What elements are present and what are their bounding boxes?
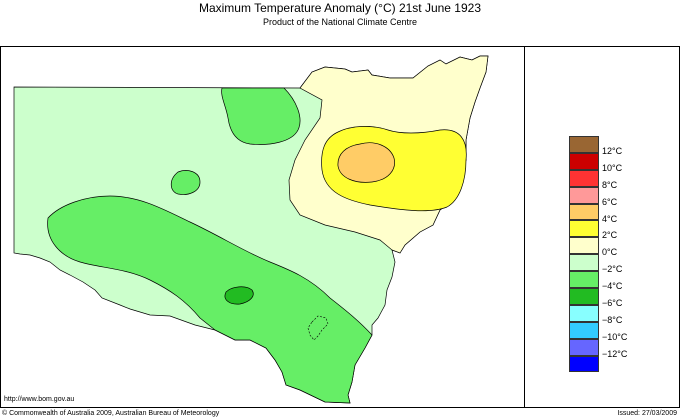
legend-label: 12°C [602,146,623,156]
legend-label: 8°C [602,179,618,190]
legend-swatch [569,321,599,339]
map-subtitle: Product of the National Climate Centre [262,17,418,27]
legend-row: 2°C [569,220,669,241]
anomaly-zone-minus4-minus6 [224,286,254,305]
legend-swatch [569,220,599,238]
legend-swatch [569,271,599,289]
anomaly-zone-minus2-minus4-south [47,195,373,404]
legend-swatch [569,254,599,272]
legend-swatch [569,355,599,373]
legend-swatch [569,237,599,255]
legend-row: −2°C [569,254,669,275]
legend-swatch [569,304,599,322]
issued-date: Issued: 27/03/2009 [617,410,677,417]
legend-row: 4°C [569,203,669,224]
source-url[interactable]: http://www.bom.gov.au [4,396,75,403]
legend-divider [524,46,525,407]
legend-row: 6°C [569,186,669,207]
legend-label: −10°C [602,331,628,342]
legend-swatch [569,186,599,204]
legend-row: −8°C [569,304,669,325]
legend-row: 12°C [569,136,669,156]
anomaly-zone-minus2-minus4-blob [170,170,201,195]
legend-label: 10°C [602,162,623,173]
legend-label: −4°C [602,281,623,292]
legend-label: −12°C [602,348,628,359]
legend-swatch [569,136,599,153]
act-border-outline [307,315,329,341]
anomaly-zone-4-6 [337,142,395,183]
copyright-notice: © Commonwealth of Australia 2009, Austra… [2,410,220,417]
legend-row [569,355,669,373]
legend-row: −10°C [569,321,669,342]
legend-swatch [569,152,599,170]
legend: 12°C 10°C 8°C 6°C 4°C 2°C 0°C −2°C −4°C −6°C −8°C −… [569,136,669,373]
legend-label: −2°C [602,264,623,275]
legend-label: 0°C [602,247,618,258]
legend-swatch [569,288,599,305]
legend-row: 10°C [569,152,669,173]
legend-row: −12°C [569,338,669,359]
map-title: Maximum Temperature Anomaly (°C) 21st Ju… [198,1,482,15]
legend-row: 0°C [569,237,669,258]
legend-label: −6°C [602,298,623,309]
legend-row: 8°C [569,169,669,190]
legend-label: 6°C [602,196,618,207]
legend-swatch [569,338,599,356]
legend-label: 4°C [602,213,618,224]
legend-row: −4°C [569,271,669,292]
legend-swatch [569,203,599,221]
anomaly-zone-minus2-minus4-north [221,87,301,145]
legend-label: 2°C [602,230,618,241]
legend-label: −8°C [602,314,623,325]
legend-swatch [569,169,599,187]
legend-row: −6°C [569,288,669,309]
